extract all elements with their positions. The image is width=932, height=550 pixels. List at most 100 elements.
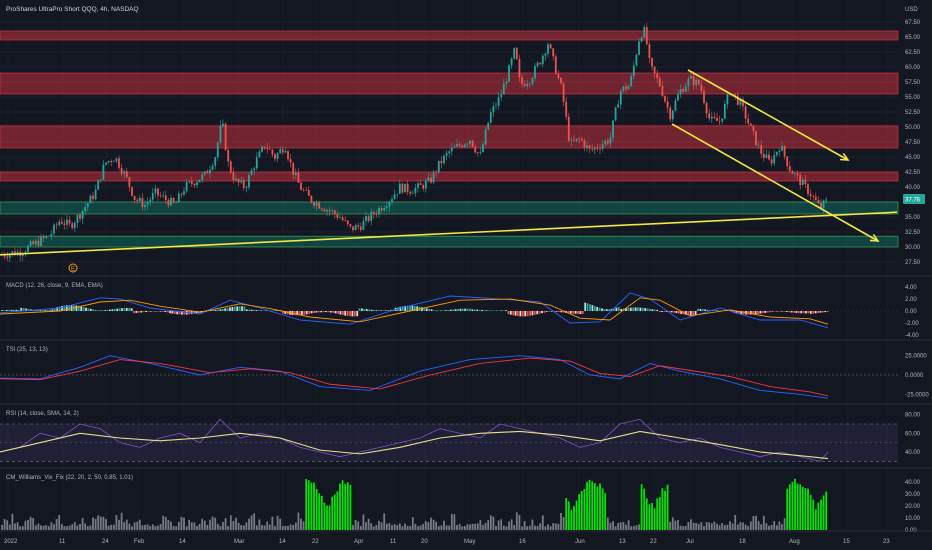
macd-histogram-bar — [809, 311, 812, 314]
candle-down — [521, 77, 523, 85]
vixfix-bar — [66, 526, 68, 530]
vixfix-bar — [227, 526, 230, 530]
macd-histogram-bar — [34, 309, 37, 311]
candle-down — [703, 90, 705, 103]
macd-histogram-bar — [445, 310, 447, 311]
candle-up — [50, 233, 53, 237]
vixfix-bar — [487, 520, 490, 530]
macd-histogram-bar — [634, 307, 637, 311]
macd-histogram-bar — [145, 311, 147, 312]
vixfix-bar-spike — [339, 483, 341, 530]
vixfix-bar — [450, 513, 453, 530]
trendline[interactable] — [671, 123, 879, 242]
vixfix-bar — [510, 519, 513, 530]
candlestick-series — [1, 23, 828, 262]
vixfix-bar — [684, 525, 687, 530]
candle-down — [718, 120, 721, 122]
macd-histogram-bar — [812, 311, 815, 314]
resistance-zone[interactable] — [0, 171, 899, 182]
candle-up — [775, 152, 778, 155]
candle-down — [266, 148, 269, 150]
vixfix-bar — [443, 520, 445, 530]
support-zone[interactable] — [0, 201, 899, 215]
macd-pane-title[interactable]: MACD (12, 26, close, 9, EMA, EMA) — [6, 283, 103, 289]
candle-up — [469, 140, 471, 144]
vixfix-bar-spike — [320, 495, 323, 530]
macd-histogram-bar — [147, 311, 150, 312]
macd-histogram-bar — [315, 311, 318, 313]
time-axis[interactable]: 2022 11 24 Feb 14 Mar 14 22 Apr 11 20 May 16 Jun 13 22 J… — [4, 539, 890, 545]
vixfix-bar — [362, 514, 365, 530]
macd-histogram-bar — [152, 311, 155, 312]
vixfix-bar — [502, 525, 505, 530]
candle-down — [658, 78, 661, 87]
candle-up — [201, 174, 204, 180]
candle-down — [539, 62, 542, 65]
candle-up — [53, 224, 55, 234]
vixfix-bar-spike — [643, 488, 646, 530]
event-marker[interactable]: E — [68, 263, 78, 273]
vixfix-bar — [232, 520, 235, 530]
rsi-pane-title[interactable]: RSI (14, close, SMA, 14, 2) — [6, 411, 79, 417]
candle-up — [526, 84, 529, 87]
vixfix-bar — [141, 525, 144, 530]
macd-histogram-bar — [221, 308, 224, 311]
candle-down — [305, 190, 308, 191]
trendline[interactable] — [687, 69, 849, 161]
candle-up — [612, 120, 614, 138]
candle-down — [583, 140, 586, 148]
vixfix-bar — [378, 520, 380, 530]
tsi-pane-title[interactable]: TSI (25, 13, 13) — [6, 347, 48, 353]
vixfix-bar-spike — [326, 505, 328, 530]
resistance-zone[interactable] — [0, 30, 899, 41]
last-price-tag — [903, 194, 925, 204]
candle-down — [352, 226, 354, 231]
macd-histogram-bar — [658, 311, 661, 313]
candle-up — [177, 193, 180, 203]
support-zone[interactable] — [0, 235, 899, 248]
resistance-zone[interactable] — [0, 125, 899, 149]
macd-histogram-bar — [555, 311, 558, 312]
resistance-zone[interactable] — [0, 72, 899, 95]
vixfix-pane-title[interactable]: CM_Williams_Vix_Fix (22, 20, 2, 50, 0.85… — [6, 475, 133, 481]
candle-up — [385, 206, 388, 209]
candle-up — [630, 76, 633, 86]
candle-up — [500, 94, 503, 98]
vixfix-bar — [541, 515, 544, 530]
time-tick-label: Apr — [354, 539, 363, 545]
candle-down — [55, 224, 58, 226]
macd-histogram-bar — [562, 311, 565, 313]
vixfix-bar — [622, 521, 625, 530]
candle-up — [726, 94, 729, 105]
candle-up — [222, 123, 224, 126]
macd-histogram-bar — [409, 305, 411, 311]
vixfix-bar — [172, 525, 175, 530]
trendline-arrowhead[interactable] — [869, 233, 880, 242]
macd-histogram-bar — [541, 311, 543, 314]
candle-down — [742, 99, 744, 107]
macd-histogram-bar — [332, 311, 335, 313]
vixfix-bar — [170, 521, 172, 530]
macd-histogram-bar — [387, 310, 390, 311]
trendline-arrowhead[interactable] — [839, 152, 850, 161]
vixfix-bar — [50, 522, 53, 530]
event-marker-icon[interactable] — [68, 263, 78, 273]
candle-up — [214, 157, 217, 166]
trendlines[interactable] — [0, 69, 898, 256]
candle-down — [42, 236, 45, 238]
vixfix-bar — [422, 523, 425, 530]
price-tick-label: 52.50 — [905, 110, 921, 116]
vixfix-bar-spike — [331, 496, 334, 530]
macd-histogram-bar — [596, 306, 599, 311]
trendline[interactable] — [0, 211, 898, 256]
candle-up — [284, 151, 287, 153]
macd-histogram-bar — [785, 311, 788, 312]
candle-up — [294, 172, 297, 175]
vixfix-bar — [552, 523, 555, 530]
macd-tick-label: 2.00 — [905, 297, 917, 303]
vixfix-bar-spike — [812, 499, 815, 530]
vixfix-bar — [749, 521, 752, 530]
time-tick-label: Jul — [686, 539, 694, 545]
candle-up — [196, 182, 198, 186]
